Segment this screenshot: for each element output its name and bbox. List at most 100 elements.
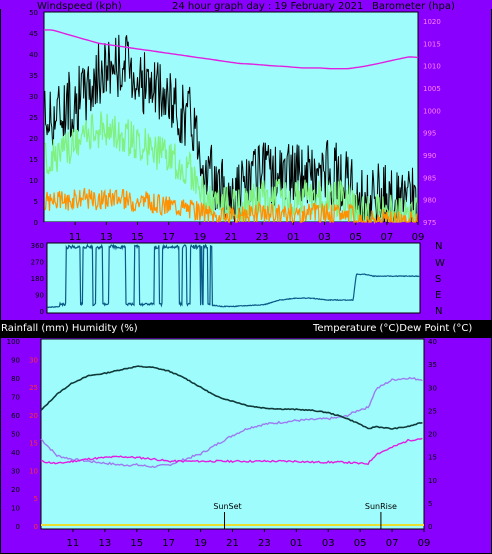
wind-x-tick-4: 19 bbox=[193, 232, 206, 243]
wind-y-tick-10: 50 bbox=[29, 9, 38, 17]
lower-x-tick-0: 11 bbox=[67, 538, 80, 549]
divider-left bbox=[0, 320, 492, 322]
temp-y-tick-5: 25 bbox=[428, 407, 437, 415]
wind-x-tick-2: 15 bbox=[131, 232, 144, 243]
baro-y-tick-1: 980 bbox=[423, 197, 436, 205]
wind-y-tick-9: 45 bbox=[29, 30, 38, 38]
rain-y-tick-2: 10 bbox=[29, 467, 38, 475]
header-barometer-label: Barometer (hpa) bbox=[372, 1, 455, 12]
wind-x-tick-10: 07 bbox=[380, 232, 393, 243]
temp-y-tick-2: 10 bbox=[428, 477, 437, 485]
wind-low-line bbox=[44, 187, 418, 224]
lower-plot-area bbox=[40, 338, 425, 530]
wind-plot-area bbox=[43, 11, 419, 223]
baro-y-tick-3: 990 bbox=[423, 152, 436, 160]
direction-y-tick-0: 0 bbox=[40, 308, 44, 316]
humidity-y-tick-0: 0 bbox=[16, 523, 20, 531]
humidity-y-tick-3: 30 bbox=[11, 468, 20, 476]
wind-axis-strip bbox=[44, 222, 418, 242]
wind-x-tick-11: 09 bbox=[412, 232, 425, 243]
temp-y-tick-1: 5 bbox=[428, 500, 432, 508]
lower-x-tick-3: 17 bbox=[162, 538, 175, 549]
rain-y-tick-6: 30 bbox=[29, 356, 38, 364]
lower-x-tick-9: 05 bbox=[354, 538, 367, 549]
header-windspeed-label: Windspeed (kph) bbox=[37, 1, 122, 12]
baro-y-tick-8: 1015 bbox=[423, 40, 441, 48]
lower-right-header: Temperature (°C)Dew Point (°C) bbox=[312, 323, 472, 334]
rain-y-tick-0: 0 bbox=[34, 523, 38, 531]
lower-x-tick-7: 01 bbox=[290, 538, 303, 549]
wind-y-tick-5: 25 bbox=[29, 114, 38, 122]
lower-x-tick-4: 19 bbox=[194, 538, 207, 549]
temp-y-tick-4: 20 bbox=[428, 431, 437, 439]
wind-x-tick-1: 13 bbox=[100, 232, 113, 243]
wind-chart-layer: 0510152025303540455097598098599099510001… bbox=[29, 9, 441, 243]
humidity-y-tick-2: 20 bbox=[11, 486, 20, 494]
wind-x-tick-9: 05 bbox=[349, 232, 362, 243]
wind-x-tick-3: 17 bbox=[162, 232, 175, 243]
lower-header-band bbox=[0, 322, 492, 338]
direction-label-n-bottom: N bbox=[435, 306, 442, 317]
direction-y-tick-2: 180 bbox=[31, 275, 44, 283]
temp-y-tick-7: 35 bbox=[428, 361, 437, 369]
header-title: 24 hour graph day : 19 February 2021 bbox=[172, 1, 363, 12]
humidity-y-tick-10: 100 bbox=[7, 338, 20, 346]
wind-x-tick-7: 01 bbox=[287, 232, 300, 243]
temperature-chart-layer: 0102030405060708090100051015202530051015… bbox=[7, 338, 437, 549]
sunrise-label: SunRise bbox=[365, 502, 397, 511]
wind-x-tick-8: 03 bbox=[318, 232, 331, 243]
baro-y-tick-2: 985 bbox=[423, 174, 436, 182]
dew-point-line bbox=[40, 437, 423, 466]
header-band-top bbox=[0, 0, 492, 9]
temp-y-tick-3: 15 bbox=[428, 454, 437, 462]
humidity-y-tick-9: 90 bbox=[11, 357, 20, 365]
humidity-y-tick-5: 50 bbox=[11, 431, 20, 439]
direction-y-tick-3: 270 bbox=[31, 259, 44, 267]
wind-direction-line bbox=[46, 243, 421, 309]
direction-y-tick-1: 90 bbox=[35, 292, 44, 300]
lower-x-tick-11: 09 bbox=[418, 538, 431, 549]
temp-y-tick-0: 0 bbox=[428, 523, 432, 531]
baro-y-tick-6: 1005 bbox=[423, 85, 441, 93]
baro-y-tick-7: 1010 bbox=[423, 63, 441, 71]
wind-y-tick-3: 15 bbox=[29, 156, 38, 164]
wind-y-tick-0: 0 bbox=[34, 219, 38, 227]
wind-x-tick-5: 21 bbox=[225, 232, 238, 243]
humidity-y-tick-4: 40 bbox=[11, 449, 20, 457]
wind-x-tick-0: 11 bbox=[69, 232, 82, 243]
humidity-y-tick-1: 10 bbox=[11, 505, 20, 513]
temperature-line bbox=[40, 365, 423, 430]
lower-x-tick-6: 23 bbox=[258, 538, 271, 549]
wind-y-tick-2: 10 bbox=[29, 177, 38, 185]
lower-left-header: Rainfall (mm) Humidity (%) bbox=[1, 323, 138, 334]
wind-y-tick-1: 5 bbox=[34, 198, 38, 206]
wind-y-tick-4: 20 bbox=[29, 135, 38, 143]
sunset-label: SunSet bbox=[213, 502, 241, 511]
lower-x-tick-2: 15 bbox=[130, 538, 143, 549]
wind-y-tick-7: 35 bbox=[29, 72, 38, 80]
direction-chart-layer: 0 90 180 270 360 bbox=[31, 242, 421, 316]
rain-y-tick-5: 25 bbox=[29, 384, 38, 392]
rain-y-tick-1: 5 bbox=[34, 495, 38, 503]
wind-x-tick-6: 23 bbox=[256, 232, 269, 243]
temp-y-tick-6: 30 bbox=[428, 384, 437, 392]
wind-y-tick-6: 30 bbox=[29, 93, 38, 101]
humidity-y-tick-7: 70 bbox=[11, 394, 20, 402]
baro-y-tick-9: 1020 bbox=[423, 18, 441, 26]
direction-label-n-top: N bbox=[435, 241, 442, 252]
direction-label-s: S bbox=[435, 274, 441, 285]
baro-y-tick-4: 995 bbox=[423, 130, 436, 138]
lower-x-tick-10: 07 bbox=[386, 538, 399, 549]
direction-label-w: W bbox=[435, 258, 445, 269]
barometer-line bbox=[44, 29, 419, 70]
wind-y-tick-8: 40 bbox=[29, 51, 38, 59]
direction-label-e: E bbox=[435, 290, 441, 301]
temp-y-tick-8: 40 bbox=[428, 338, 437, 346]
rain-y-tick-3: 15 bbox=[29, 440, 38, 448]
lower-x-tick-8: 03 bbox=[322, 538, 335, 549]
humidity-y-tick-6: 60 bbox=[11, 412, 20, 420]
humidity-y-tick-8: 80 bbox=[11, 375, 20, 383]
lower-x-tick-5: 21 bbox=[226, 538, 239, 549]
lower-x-tick-1: 13 bbox=[98, 538, 111, 549]
